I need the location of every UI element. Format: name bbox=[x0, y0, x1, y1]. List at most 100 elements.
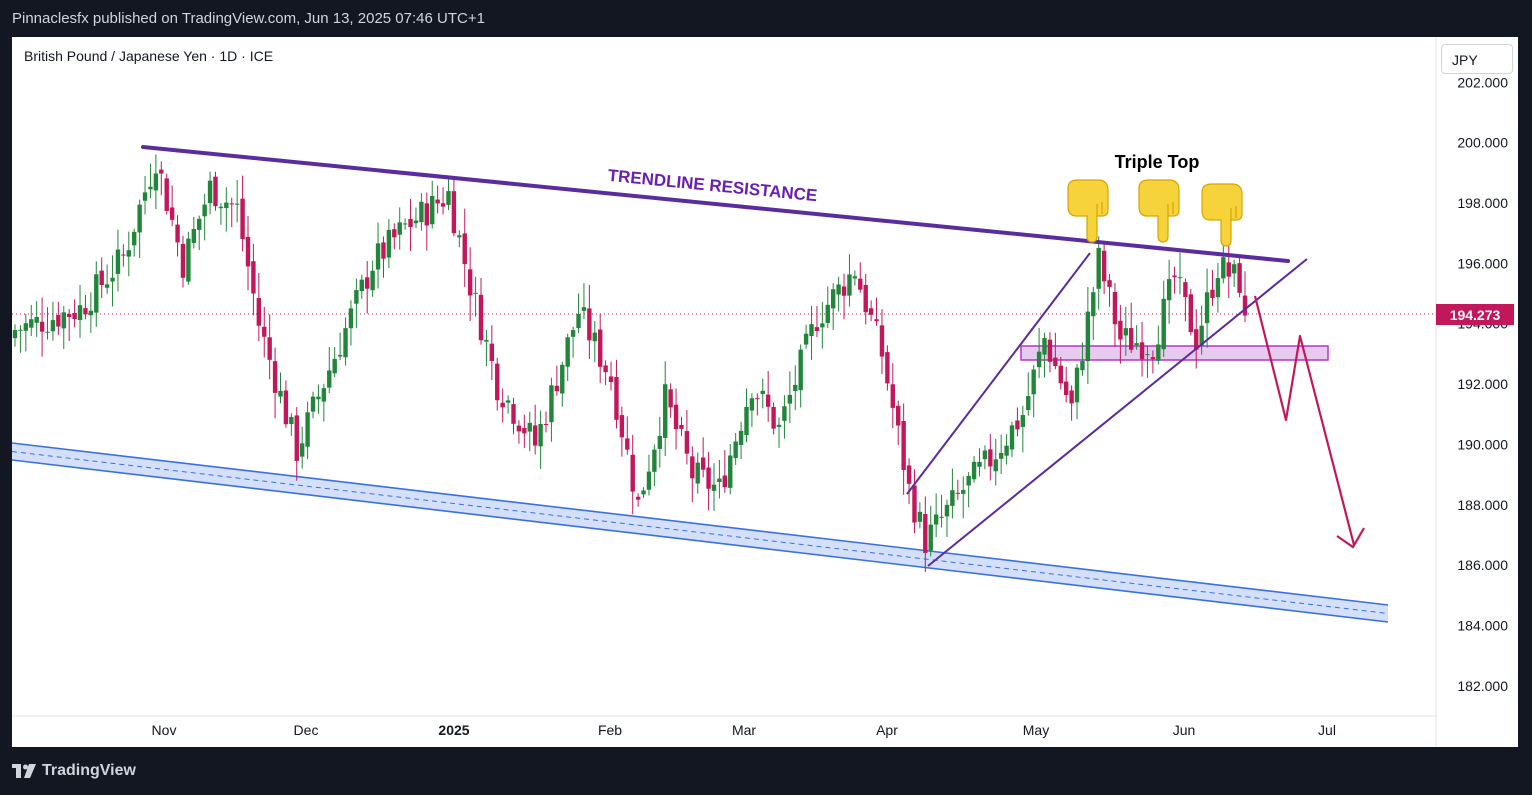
candle-body bbox=[251, 261, 256, 294]
candle-body bbox=[1112, 291, 1118, 325]
candle-body bbox=[104, 284, 110, 288]
candle-body bbox=[1026, 396, 1031, 410]
last-price-tag: 194.273 bbox=[1436, 304, 1514, 325]
candle-body bbox=[126, 250, 131, 257]
candle-body bbox=[830, 289, 836, 309]
candle-body bbox=[23, 323, 29, 331]
candle-body bbox=[955, 492, 961, 494]
time-tick-label: Apr bbox=[876, 722, 898, 738]
candle-body bbox=[939, 516, 944, 518]
candle-body bbox=[413, 220, 419, 224]
candle-body bbox=[570, 330, 576, 337]
candle-body bbox=[695, 462, 700, 484]
candle-body bbox=[34, 316, 39, 323]
candle-body bbox=[1226, 262, 1231, 277]
candle-body bbox=[879, 325, 885, 357]
price-tick-label: 186.000 bbox=[1457, 557, 1508, 573]
candle-body bbox=[527, 422, 532, 432]
chart-pane[interactable] bbox=[12, 37, 1518, 747]
candle-body bbox=[1091, 292, 1096, 317]
candle-body bbox=[679, 424, 684, 429]
candle-body bbox=[890, 384, 895, 408]
candlestick-series bbox=[12, 154, 1248, 572]
candle-body bbox=[587, 308, 592, 341]
candle-body bbox=[820, 323, 825, 328]
candle-body bbox=[760, 390, 765, 395]
symbol-title[interactable]: British Pound / Japanese Yen · 1D · ICE bbox=[24, 48, 274, 64]
candle-body bbox=[1210, 289, 1215, 299]
candle-body bbox=[294, 415, 299, 461]
projection-arrowhead bbox=[1336, 527, 1365, 549]
candle-body bbox=[234, 203, 240, 205]
trendline-resistance[interactable] bbox=[141, 145, 1290, 263]
candle-body bbox=[348, 308, 354, 329]
candle-body bbox=[1177, 277, 1183, 279]
candle-body bbox=[1080, 361, 1085, 371]
candle-body bbox=[516, 425, 522, 432]
candle-body bbox=[1150, 357, 1156, 360]
candle-body bbox=[451, 191, 457, 234]
time-tick-label: 2025 bbox=[438, 722, 469, 738]
candle-body bbox=[592, 332, 597, 342]
candle-body bbox=[522, 428, 527, 434]
candle-body bbox=[635, 496, 641, 500]
candle-body bbox=[18, 329, 23, 331]
price-scale[interactable]: 182.000 184.000 186.000 188.000 190.000 192.0… bbox=[1457, 74, 1508, 694]
time-tick-label: Mar bbox=[732, 722, 756, 738]
candle-body bbox=[202, 204, 207, 217]
candle-body bbox=[614, 376, 619, 420]
candle-body bbox=[1058, 365, 1063, 384]
candle-body bbox=[343, 328, 348, 358]
candle-body bbox=[793, 384, 798, 391]
time-tick-label: Jul bbox=[1318, 722, 1336, 738]
candle-body bbox=[256, 298, 262, 326]
candle-body bbox=[424, 203, 430, 226]
candle-body bbox=[906, 465, 912, 484]
candle-body bbox=[169, 207, 175, 220]
candle-body bbox=[700, 457, 706, 470]
projection-arrow[interactable] bbox=[1253, 295, 1356, 546]
channel-lower-line[interactable] bbox=[12, 459, 1389, 623]
price-tick-label: 184.000 bbox=[1457, 617, 1508, 633]
candle-body bbox=[321, 388, 327, 402]
channel-mid-line bbox=[12, 451, 1389, 614]
tradingview-logo[interactable]: TradingView bbox=[12, 762, 136, 780]
wedge-lower-line[interactable] bbox=[927, 258, 1308, 567]
candle-body bbox=[646, 471, 652, 490]
candle-body bbox=[94, 274, 99, 313]
candle-body bbox=[462, 233, 467, 265]
candle-body bbox=[1199, 325, 1204, 346]
wedge-upper-line[interactable] bbox=[906, 252, 1091, 495]
candle-body bbox=[814, 327, 820, 332]
candle-body bbox=[619, 415, 625, 438]
candle-body bbox=[1036, 351, 1042, 368]
candle-body bbox=[782, 406, 787, 421]
candle-body bbox=[776, 424, 782, 427]
neckline-zone[interactable] bbox=[1020, 345, 1329, 361]
candle-body bbox=[836, 284, 841, 295]
candle-body bbox=[630, 454, 635, 492]
candle-body bbox=[186, 238, 191, 282]
rising-wedge[interactable] bbox=[906, 252, 1308, 567]
candle-body bbox=[72, 312, 77, 320]
price-tick-label: 202.000 bbox=[1457, 74, 1508, 90]
currency-selector[interactable]: JPY bbox=[1441, 44, 1513, 74]
candle-body bbox=[495, 363, 500, 401]
candle-body bbox=[1134, 343, 1139, 346]
candle-body bbox=[430, 195, 435, 225]
time-scale[interactable]: Nov Dec 2025 Feb Mar Apr May Jun Jul bbox=[152, 722, 1336, 738]
support-channel[interactable] bbox=[12, 442, 1389, 623]
candle-body bbox=[1145, 354, 1150, 356]
last-price-value: 194.273 bbox=[1450, 307, 1501, 323]
candle-body bbox=[88, 310, 94, 316]
candle-body bbox=[565, 337, 570, 367]
candle-body bbox=[83, 308, 88, 315]
candle-body bbox=[1063, 381, 1069, 396]
candle-body bbox=[1069, 390, 1074, 404]
channel-upper-line[interactable] bbox=[12, 442, 1389, 606]
candle-body bbox=[971, 461, 977, 480]
candle-body bbox=[608, 376, 614, 382]
candle-body bbox=[511, 404, 516, 424]
time-tick-label: Feb bbox=[598, 722, 622, 738]
